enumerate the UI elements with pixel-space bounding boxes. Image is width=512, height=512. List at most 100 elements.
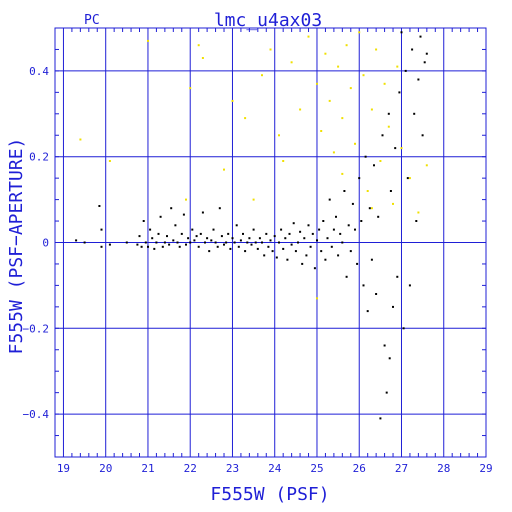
tick-labels: 19 20 21 22 23 24 25 26 27 28 29 0.4 0.2 0 −0.2 −0.4 [23,65,493,475]
x-tick-label: 27 [395,462,408,475]
black-data-point [364,155,367,158]
black-data-point [385,391,388,394]
black-data-point [239,239,242,242]
black-data-point [309,245,312,248]
black-data-point [229,247,232,250]
black-data-point [396,275,399,278]
yellow-data-point [408,177,411,180]
y-tick-label: 0 [42,237,49,250]
yellow-data-point [244,117,247,120]
black-data-point [402,327,405,330]
black-data-point [297,241,299,244]
black-data-point [425,52,428,55]
corner-label: PC [84,13,100,28]
black-data-point [326,237,329,240]
black-data-point [201,211,204,214]
black-data-point [100,228,103,231]
x-tick-label: 26 [353,462,366,475]
yellow-data-point [290,61,293,64]
black-data-point [187,237,190,240]
black-data-point [185,243,187,246]
x-tick-label: 19 [57,462,70,475]
black-data-point [125,241,128,244]
black-data-point [387,112,390,115]
yellow-data-point [387,125,390,128]
black-data-point [166,235,168,238]
black-data-point [235,224,238,227]
black-data-point [377,215,380,218]
black-data-point [250,243,253,246]
black-data-point [339,232,342,235]
black-data-point [280,228,283,231]
black-data-point [413,112,416,115]
black-data-point [174,224,177,227]
yellow-data-point [383,82,386,85]
black-data-point [275,256,278,259]
x-tick-label: 22 [184,462,197,475]
black-data-point [394,147,397,150]
yellow-data-point [320,130,323,132]
black-data-point [358,177,361,180]
black-data-point [301,262,304,265]
yellow-data-point [396,65,399,68]
black-data-point [142,220,145,222]
yellow-data-point [324,52,327,55]
yellow-data-point [185,198,187,201]
x-tick-label: 21 [141,462,154,475]
yellow-data-point [400,147,403,150]
black-data-point [368,207,371,210]
black-data-point [398,91,401,94]
black-data-point [149,228,152,231]
black-data-point [332,228,335,231]
yellow-data-point [108,160,111,162]
black-data-point [218,207,221,210]
yellow-data-point [223,168,225,171]
black-data-point [316,239,318,242]
yellow-data-point [316,82,318,85]
black-data-point [423,61,426,64]
black-data-point [375,293,378,295]
black-data-point [284,237,287,240]
black-data-point [191,228,194,231]
yellow-data-point [375,48,378,51]
black-data-point [151,237,154,240]
black-data-point [147,245,149,248]
black-data-point [362,284,365,287]
black-data-point [178,245,181,248]
black-data-point [360,220,363,222]
black-data-point [421,134,424,137]
black-data-point [157,232,160,235]
yellow-data-point [341,117,344,120]
yellow-data-point [358,31,361,34]
black-data-point [370,258,373,261]
black-data-point [256,247,259,250]
black-data-point [305,254,308,257]
yellow-data-point [332,151,335,154]
yellow-data-point [337,65,340,68]
black-data-point [408,284,411,287]
yellow-data-point [425,164,428,167]
black-data-point [163,241,166,244]
black-data-point [189,241,192,244]
black-data-point [220,235,223,238]
black-data-point [100,245,103,248]
yellow-data-point [345,44,348,47]
yellow-data-point [366,190,369,192]
black-data-point [307,224,310,227]
black-data-point [417,78,420,81]
y-tick-label: 0.4 [29,65,49,78]
black-data-point [231,237,234,240]
black-data-point [216,245,219,248]
black-data-point [263,254,266,257]
black-data-point [233,241,236,244]
x-tick-label: 25 [310,462,323,475]
black-data-point [292,222,295,225]
black-data-point [343,190,346,192]
black-data-point [271,250,274,253]
black-data-point [168,243,171,246]
x-tick-label: 24 [268,462,282,475]
black-data-point [411,48,414,51]
yellow-data-point [269,48,272,51]
black-data-point [144,241,147,244]
black-data-point [288,232,291,235]
